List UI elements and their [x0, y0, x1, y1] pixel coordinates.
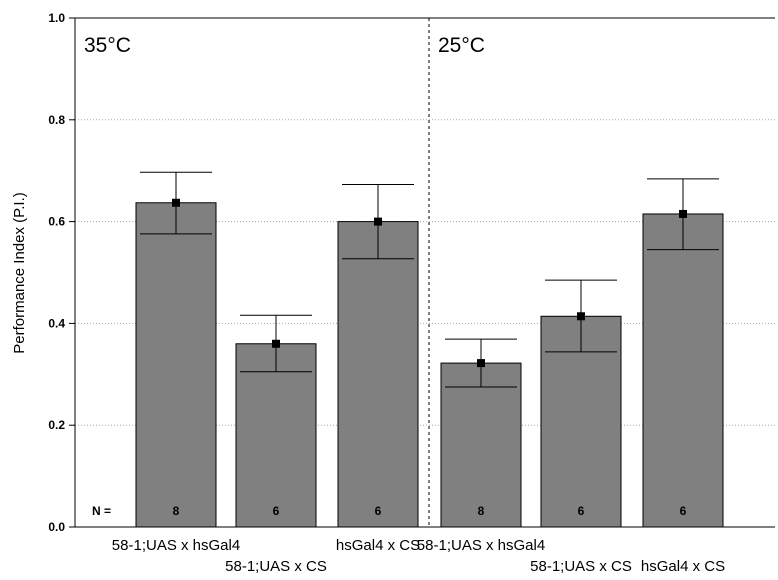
n-prefix-label: N = [92, 504, 111, 518]
y-tick-label: 0.8 [48, 113, 65, 127]
category-label: 58-1;UAS x hsGal4 [417, 537, 545, 554]
n-value-label: 6 [375, 504, 382, 518]
y-tick-label: 0.4 [48, 316, 65, 330]
panel-label: 35°C [84, 34, 131, 57]
n-value-label: 8 [478, 504, 485, 518]
category-label: 58-1;UAS x CS [530, 558, 632, 575]
y-axis-title: Performance Index (P.I.) [11, 192, 28, 353]
mean-marker [374, 217, 382, 226]
y-tick-label: 0.6 [48, 215, 65, 229]
axes [69, 17, 775, 528]
y-tick-label: 0.0 [48, 520, 65, 534]
panel-label: 25°C [438, 34, 485, 57]
bar [440, 362, 522, 528]
bar [337, 221, 419, 528]
category-label: hsGal4 x CS [336, 537, 420, 554]
n-value-label: 6 [680, 504, 687, 518]
bars [135, 202, 724, 528]
mean-marker [272, 339, 280, 348]
mean-marker [577, 312, 585, 321]
n-value-label: 6 [273, 504, 280, 518]
n-value-label: 6 [578, 504, 585, 518]
bar [135, 202, 217, 528]
error-bars [140, 171, 719, 388]
n-value-label: 8 [173, 504, 180, 518]
labels: 0.0 0.2 0.4 0.6 0.8 1.0 35°C 25°C N = 8 58-1;UAS x… [48, 11, 725, 575]
mean-marker [172, 198, 180, 207]
mean-marker [679, 209, 687, 218]
category-label: hsGal4 x CS [641, 558, 725, 575]
category-label: 58-1;UAS x CS [225, 558, 327, 575]
mean-marker [477, 359, 485, 368]
y-tick-label: 1.0 [48, 11, 65, 25]
bar [235, 343, 317, 528]
y-tick-label: 0.2 [48, 418, 65, 432]
bar [642, 213, 724, 528]
category-label: 58-1;UAS x hsGal4 [112, 537, 240, 554]
